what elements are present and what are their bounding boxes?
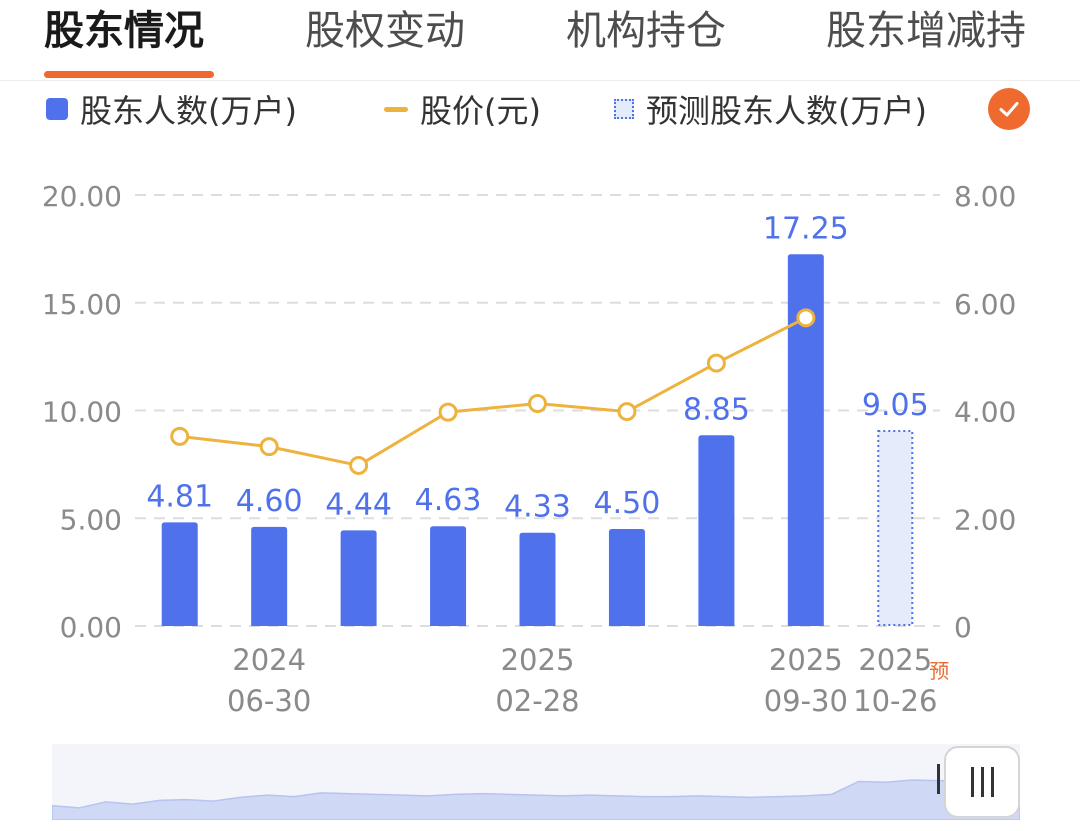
shareholder-chart: 20.00 8.00 15.00 6.00 10.00 4.00 5.00 2.00 0.00 0…: [42, 180, 1017, 718]
x-tick-year: 2025: [501, 643, 575, 677]
navigator-area: [52, 779, 1020, 820]
y-right-tick-label: 0: [954, 611, 972, 644]
holder-bar: [430, 526, 467, 626]
x-tick-date: 10-26: [853, 684, 937, 718]
legend-forecast-label: 预测股东人数(万户): [646, 92, 927, 130]
bar-data-label: 17.25: [763, 211, 849, 246]
tabs-divider: [0, 80, 1080, 81]
price-point: [438, 402, 458, 422]
x-tick-year: 2025: [858, 643, 932, 677]
holder-bar: [340, 530, 377, 626]
holder-bar: [251, 526, 288, 626]
y-right-tick-label: 6.00: [954, 288, 1016, 321]
price-line: [179, 316, 807, 468]
drag-handle-icon[interactable]: [944, 746, 1020, 818]
holder-bar: [698, 435, 735, 626]
bar-data-label: 8.85: [683, 392, 750, 427]
range-navigator[interactable]: [52, 744, 1020, 820]
y-left-tick-label: 10.00: [42, 396, 122, 429]
legend-forecast[interactable]: 预测股东人数(万户): [614, 84, 927, 134]
y-left-tick-label: 0.00: [60, 611, 122, 644]
price-point: [706, 353, 726, 373]
y-left-tick-label: 5.00: [60, 503, 122, 536]
bar-data-label: 4.81: [146, 479, 213, 514]
bar-data-label: 4.63: [415, 483, 482, 518]
x-tick-date: 02-28: [495, 684, 579, 718]
x-tick-year: 2024: [232, 643, 306, 677]
tab-bar: 股东情况 股权变动 机构持仓 股东增减持: [0, 0, 1080, 80]
price-point: [259, 437, 279, 457]
legend-price-label: 股价(元): [420, 92, 541, 130]
bar-data-label: 4.60: [236, 484, 303, 519]
tab-equity-changes[interactable]: 股权变动: [305, 8, 465, 54]
y-left-tick-label: 20.00: [42, 180, 122, 213]
x-tick-date: 09-30: [764, 684, 848, 718]
price-point: [349, 455, 369, 475]
holder-bar: [787, 254, 824, 626]
active-tab-indicator: [44, 71, 214, 78]
y-left-tick-label: 15.00: [42, 288, 122, 321]
line-swatch-icon: [384, 106, 408, 112]
holder-bar: [608, 529, 645, 626]
tab-shareholder-changes[interactable]: 股东增减持: [826, 8, 1026, 54]
y-right-tick-label: 4.00: [954, 396, 1016, 429]
y-right-tick-label: 2.00: [954, 503, 1016, 536]
x-tick-year: 2025: [769, 643, 843, 677]
chart-legend: 股东人数(万户) 股价(元) 预测股东人数(万户): [0, 84, 1080, 140]
check-icon[interactable]: [988, 88, 1030, 130]
bar-data-label: 4.33: [504, 490, 571, 525]
forecast-marker: 预: [929, 659, 949, 683]
legend-holders[interactable]: 股东人数(万户): [46, 84, 297, 134]
holder-bar: [161, 522, 198, 626]
tab-institutional-holdings[interactable]: 机构持仓: [566, 8, 726, 54]
price-point: [796, 308, 816, 328]
bar-data-label: 4.44: [325, 487, 392, 522]
x-tick-date: 06-30: [227, 684, 311, 718]
price-point: [617, 402, 637, 422]
holder-bar: [519, 532, 556, 626]
dashed-swatch-icon: [614, 99, 634, 119]
legend-price[interactable]: 股价(元): [384, 84, 541, 134]
price-point: [528, 393, 547, 413]
legend-holders-label: 股东人数(万户): [80, 92, 297, 130]
forecast-bar: [877, 429, 914, 626]
bar-data-label: 4.50: [594, 486, 661, 521]
bar-data-label: 9.05: [862, 388, 929, 423]
check-mark-icon: [999, 102, 1019, 117]
tab-shareholders[interactable]: 股东情况: [44, 8, 204, 54]
y-right-tick-label: 8.00: [954, 180, 1016, 213]
price-point: [170, 426, 190, 446]
bar-swatch-icon: [46, 98, 68, 120]
navigator-left-handle-icon[interactable]: [937, 764, 940, 794]
